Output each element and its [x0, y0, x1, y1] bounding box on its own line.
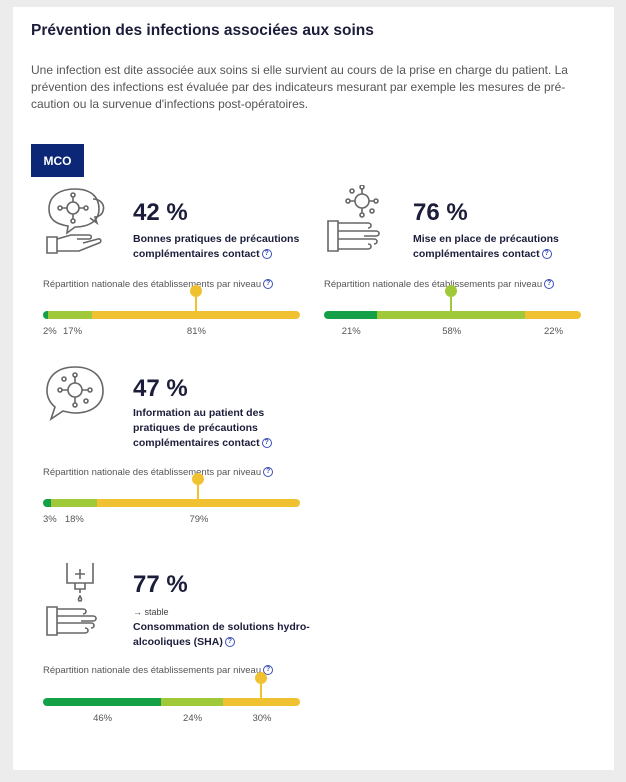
distribution-value: 17% — [63, 326, 83, 337]
bar-segment-light-green — [50, 499, 97, 507]
trend-indicator: → stable — [133, 607, 169, 617]
distribution-value: 18% — [64, 514, 84, 525]
help-icon[interactable]: ? — [263, 467, 274, 478]
help-icon[interactable]: ? — [544, 279, 555, 290]
distribution-value: 58% — [442, 326, 462, 337]
distribution-value: 81% — [186, 326, 206, 337]
section-title: Prévention des infections associées aux … — [31, 22, 374, 39]
bar-segment-dark-green — [43, 311, 49, 319]
help-icon[interactable]: ? — [261, 438, 272, 449]
help-icon[interactable]: ? — [541, 249, 552, 260]
indicator-label: Mise en place de précautions complémenta… — [413, 233, 559, 260]
indicator-percent: 47 % — [133, 375, 188, 402]
help-icon[interactable]: ? — [263, 665, 274, 676]
bar-segment-yellow — [91, 311, 300, 319]
distribution-value: 79% — [189, 514, 209, 525]
bar-segment-yellow — [96, 499, 300, 507]
distribution-bar — [43, 311, 300, 319]
distribution-value: 2% — [43, 326, 57, 337]
indicator-percent: 76 % — [413, 199, 468, 226]
distribution-label: Répartition nationale des établissements… — [43, 665, 274, 676]
help-icon[interactable]: ? — [263, 279, 274, 290]
bar-segment-yellow — [222, 698, 300, 706]
bar-segment-yellow — [525, 311, 581, 319]
establishment-marker — [192, 473, 205, 501]
section-intro: Une infection est dite associée aux soin… — [31, 63, 568, 111]
establishment-marker — [255, 672, 268, 700]
virus-speech-icon — [46, 366, 104, 421]
indicator-percent: 42 % — [133, 199, 188, 226]
bar-segment-dark-green — [43, 499, 51, 507]
distribution-bar — [324, 311, 581, 319]
indicator-card: Prévention des infections associées aux … — [13, 7, 614, 770]
hand-sanitizer-icon — [46, 563, 97, 636]
bar-segment-light-green — [48, 311, 92, 319]
hand-virus-speech-icon — [46, 188, 105, 254]
indicator-label: Bonnes pratiques de précautions compléme… — [133, 233, 300, 260]
indicator-contact-precautions-setup: 76 % Mise en place de précautions complé… — [324, 185, 594, 337]
bar-segment-light-green — [377, 311, 525, 319]
bar-segment-dark-green — [324, 311, 378, 319]
tab-mco[interactable]: MCO — [31, 144, 84, 177]
distribution-value: 46% — [93, 713, 113, 724]
indicator-patient-information: 47 % Information au patient des pratique… — [43, 363, 313, 525]
bar-segment-dark-green — [43, 698, 162, 706]
distribution-label: Répartition nationale des établissements… — [324, 279, 555, 290]
help-icon[interactable]: ? — [224, 637, 235, 648]
help-icon[interactable]: ? — [261, 249, 272, 260]
distribution-bar — [43, 698, 300, 706]
hand-virus-icon — [327, 185, 380, 252]
distribution-bar — [43, 499, 300, 507]
indicator-label: Information au patient des pratiques de … — [133, 406, 283, 451]
distribution-value: 22% — [544, 326, 564, 337]
distribution-value: 21% — [341, 326, 361, 337]
distribution-value: 30% — [252, 713, 272, 724]
indicator-hand-sanitizer-use: 77 % → stable Consommation de solutions … — [43, 563, 313, 724]
distribution-value: 24% — [183, 713, 203, 724]
establishment-marker — [189, 285, 202, 313]
distribution-label: Répartition nationale des établissements… — [43, 279, 274, 290]
bar-segment-light-green — [161, 698, 223, 706]
indicator-percent: 77 % — [133, 571, 188, 598]
establishment-marker — [445, 285, 458, 313]
indicator-contact-precautions-practices: 42 % Bonnes pratiques de précautions com… — [43, 185, 313, 337]
indicator-label: Consommation de solutions hydro-alcooliq… — [133, 621, 310, 648]
distribution-label: Répartition nationale des établissements… — [43, 467, 274, 478]
distribution-value: 3% — [43, 514, 57, 525]
